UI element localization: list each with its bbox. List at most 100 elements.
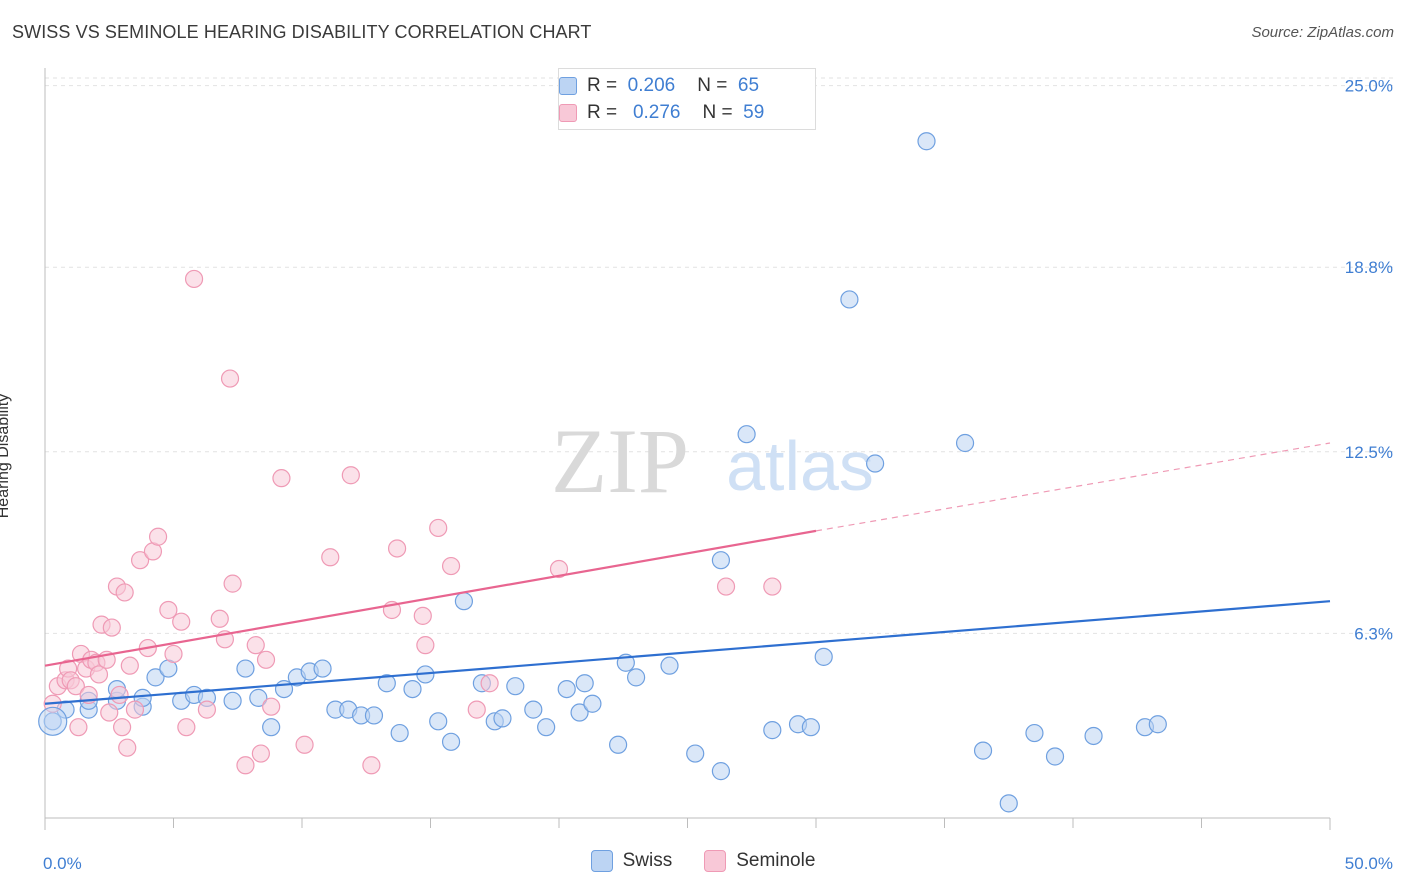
seminole-point <box>480 674 499 693</box>
seminole-point <box>256 650 276 669</box>
seminole-point <box>120 656 139 675</box>
swiss-point <box>955 433 975 453</box>
swiss-point <box>524 700 543 719</box>
n-label: N = <box>702 102 733 123</box>
swiss-point <box>575 674 594 693</box>
swiss-point <box>711 762 731 781</box>
swiss-point <box>364 706 384 725</box>
seminole-point <box>69 718 88 737</box>
swiss-point <box>1025 723 1044 743</box>
seminole-trend-extension <box>815 442 1331 532</box>
seminole-point <box>272 469 291 488</box>
seminole-point <box>429 518 448 538</box>
swiss-point <box>537 718 556 737</box>
seminole-point <box>362 756 381 775</box>
swiss-point <box>973 741 993 760</box>
seminole-point <box>66 677 85 696</box>
series-legend: Swiss Seminole <box>0 850 1406 872</box>
n-value: 59 <box>743 102 765 123</box>
legend-row-swiss: R = 0.206 N = 65 <box>559 75 760 97</box>
swiss-point <box>429 712 448 731</box>
seminole-point <box>416 636 435 655</box>
seminole-point <box>220 369 240 388</box>
y-tick-label: 25.0% <box>1345 77 1393 96</box>
seminole-point <box>441 556 461 576</box>
seminole-point <box>246 636 265 655</box>
legend-item-seminole: Seminole <box>704 850 815 872</box>
seminole-point <box>210 609 229 628</box>
watermark: ZIP atlas <box>551 410 874 512</box>
seminole-point <box>112 718 132 737</box>
swiss-point <box>249 688 268 707</box>
x-tick-label: 50.0% <box>1345 854 1393 873</box>
swiss-point <box>737 425 756 444</box>
trend-lines <box>44 442 1331 705</box>
seminole-legend-swatch <box>704 850 727 872</box>
swiss-point <box>506 677 525 696</box>
swiss-point <box>660 656 679 675</box>
legend-label: Swiss <box>622 850 673 871</box>
seminole-point <box>118 738 137 757</box>
axes <box>44 68 1331 830</box>
swiss-point <box>236 659 255 678</box>
seminole-point <box>341 466 360 485</box>
seminole-point <box>110 685 129 705</box>
swiss-legend-swatch <box>590 850 613 872</box>
swiss-point <box>454 592 474 611</box>
swiss-point <box>917 132 936 151</box>
swiss-swatch <box>559 77 577 95</box>
legend-item-swiss: Swiss <box>590 850 673 872</box>
seminole-point <box>295 735 314 754</box>
swiss-point <box>840 290 859 309</box>
swiss-trend-line <box>44 600 1331 705</box>
swiss-point <box>999 794 1018 813</box>
seminole-point <box>223 574 242 593</box>
x-tick-label: 0.0% <box>43 854 82 873</box>
seminole-point <box>321 548 340 567</box>
seminole-point <box>148 527 168 546</box>
seminole-point <box>159 600 178 620</box>
swiss-point <box>583 694 602 713</box>
r-value: 0.206 <box>627 75 676 96</box>
seminole-point <box>387 539 407 558</box>
swiss-point <box>403 679 422 699</box>
swiss-point <box>814 647 833 666</box>
seminole-point <box>184 269 204 289</box>
swiss-point <box>377 674 396 693</box>
seminole-point <box>100 703 119 722</box>
legend-label: Seminole <box>736 850 816 871</box>
y-tick-label: 18.8% <box>1345 258 1393 277</box>
y-tick-label: 6.3% <box>1354 624 1393 643</box>
seminole-point <box>102 618 121 637</box>
n-value: 65 <box>737 75 760 96</box>
swiss-point <box>1045 747 1065 766</box>
swiss-point <box>441 732 461 751</box>
seminole-swatch <box>559 104 577 122</box>
seminole-point <box>130 551 150 570</box>
seminole-point <box>177 718 196 737</box>
r-label: R = <box>587 75 618 96</box>
swiss-point <box>1148 715 1167 734</box>
seminole-point <box>262 697 281 716</box>
seminole-point <box>236 756 255 775</box>
swiss-point <box>38 706 68 736</box>
swiss-point <box>763 721 782 740</box>
seminole-point <box>549 559 569 579</box>
swiss-point <box>711 551 731 570</box>
swiss-point <box>557 679 576 699</box>
r-label: R = <box>587 102 618 123</box>
swiss-point <box>390 723 409 743</box>
seminole-point <box>164 644 183 664</box>
swiss-point <box>686 744 705 763</box>
n-label: N = <box>697 75 728 96</box>
grid-lines <box>45 77 1395 634</box>
r-value: 0.276 <box>632 102 681 123</box>
swiss-point <box>801 718 820 737</box>
watermark-zip: ZIP <box>551 410 689 512</box>
seminole-point <box>716 577 736 596</box>
seminole-point <box>763 577 782 596</box>
source-label: Source: ZipAtlas.com <box>1251 24 1394 41</box>
swiss-point <box>493 709 512 728</box>
swiss-point <box>262 718 281 737</box>
